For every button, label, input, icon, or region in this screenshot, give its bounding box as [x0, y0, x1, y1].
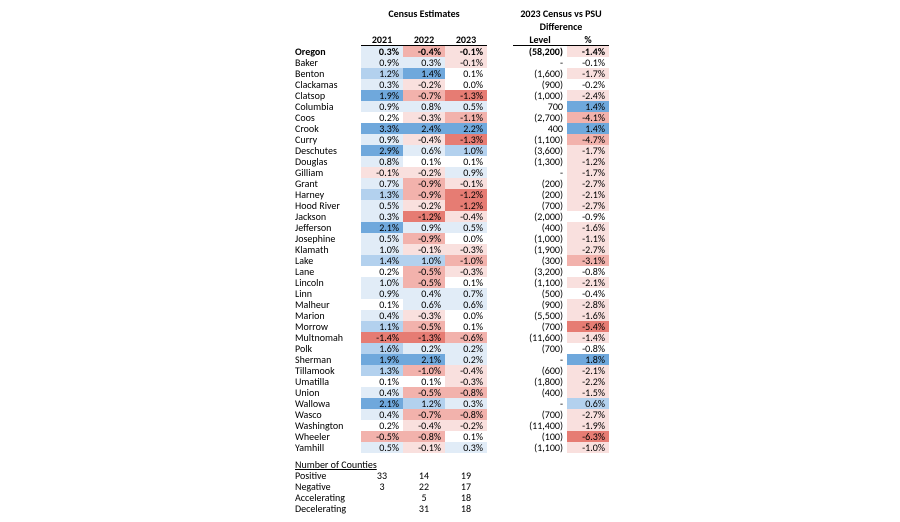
summary-row: Positive331419 — [291, 470, 609, 481]
county-name: Yamhill — [291, 442, 361, 453]
diff-group-header-2: Difference — [513, 21, 609, 34]
summary-value: 31 — [403, 503, 445, 514]
col-pct: % — [567, 34, 609, 46]
summary-value — [361, 503, 403, 514]
level-cell: (1,300) — [513, 156, 567, 167]
level-cell: (700) — [513, 343, 567, 354]
summary-value: 3 — [361, 481, 403, 492]
summary-label: Decelerating — [291, 503, 361, 514]
summary-header: Number of Counties — [291, 453, 609, 470]
col-level: Level — [513, 34, 567, 46]
level-cell: (400) — [513, 387, 567, 398]
summary-row: Decelerating 3118 — [291, 503, 609, 514]
level-cell: (1,100) — [513, 442, 567, 453]
col-2022: 2022 — [403, 34, 445, 46]
census-group-header: Census Estimates — [361, 8, 487, 21]
pct-cell: -0.1% — [403, 442, 445, 453]
col-2021: 2021 — [361, 34, 403, 46]
table-row: Yamhill0.5%-0.1%0.3% (1,100)-1.0% — [291, 442, 609, 453]
pct-cell: 0.5% — [361, 442, 403, 453]
summary-value — [361, 492, 403, 503]
census-table: Census Estimates 2023 Census vs PSU Diff… — [291, 8, 609, 514]
col-2023: 2023 — [445, 34, 487, 46]
summary-value: 18 — [445, 503, 487, 514]
pct-cell: 0.3% — [445, 442, 487, 453]
level-cell: (58,200) — [513, 46, 567, 58]
diff-pct-cell: -1.0% — [567, 442, 609, 453]
